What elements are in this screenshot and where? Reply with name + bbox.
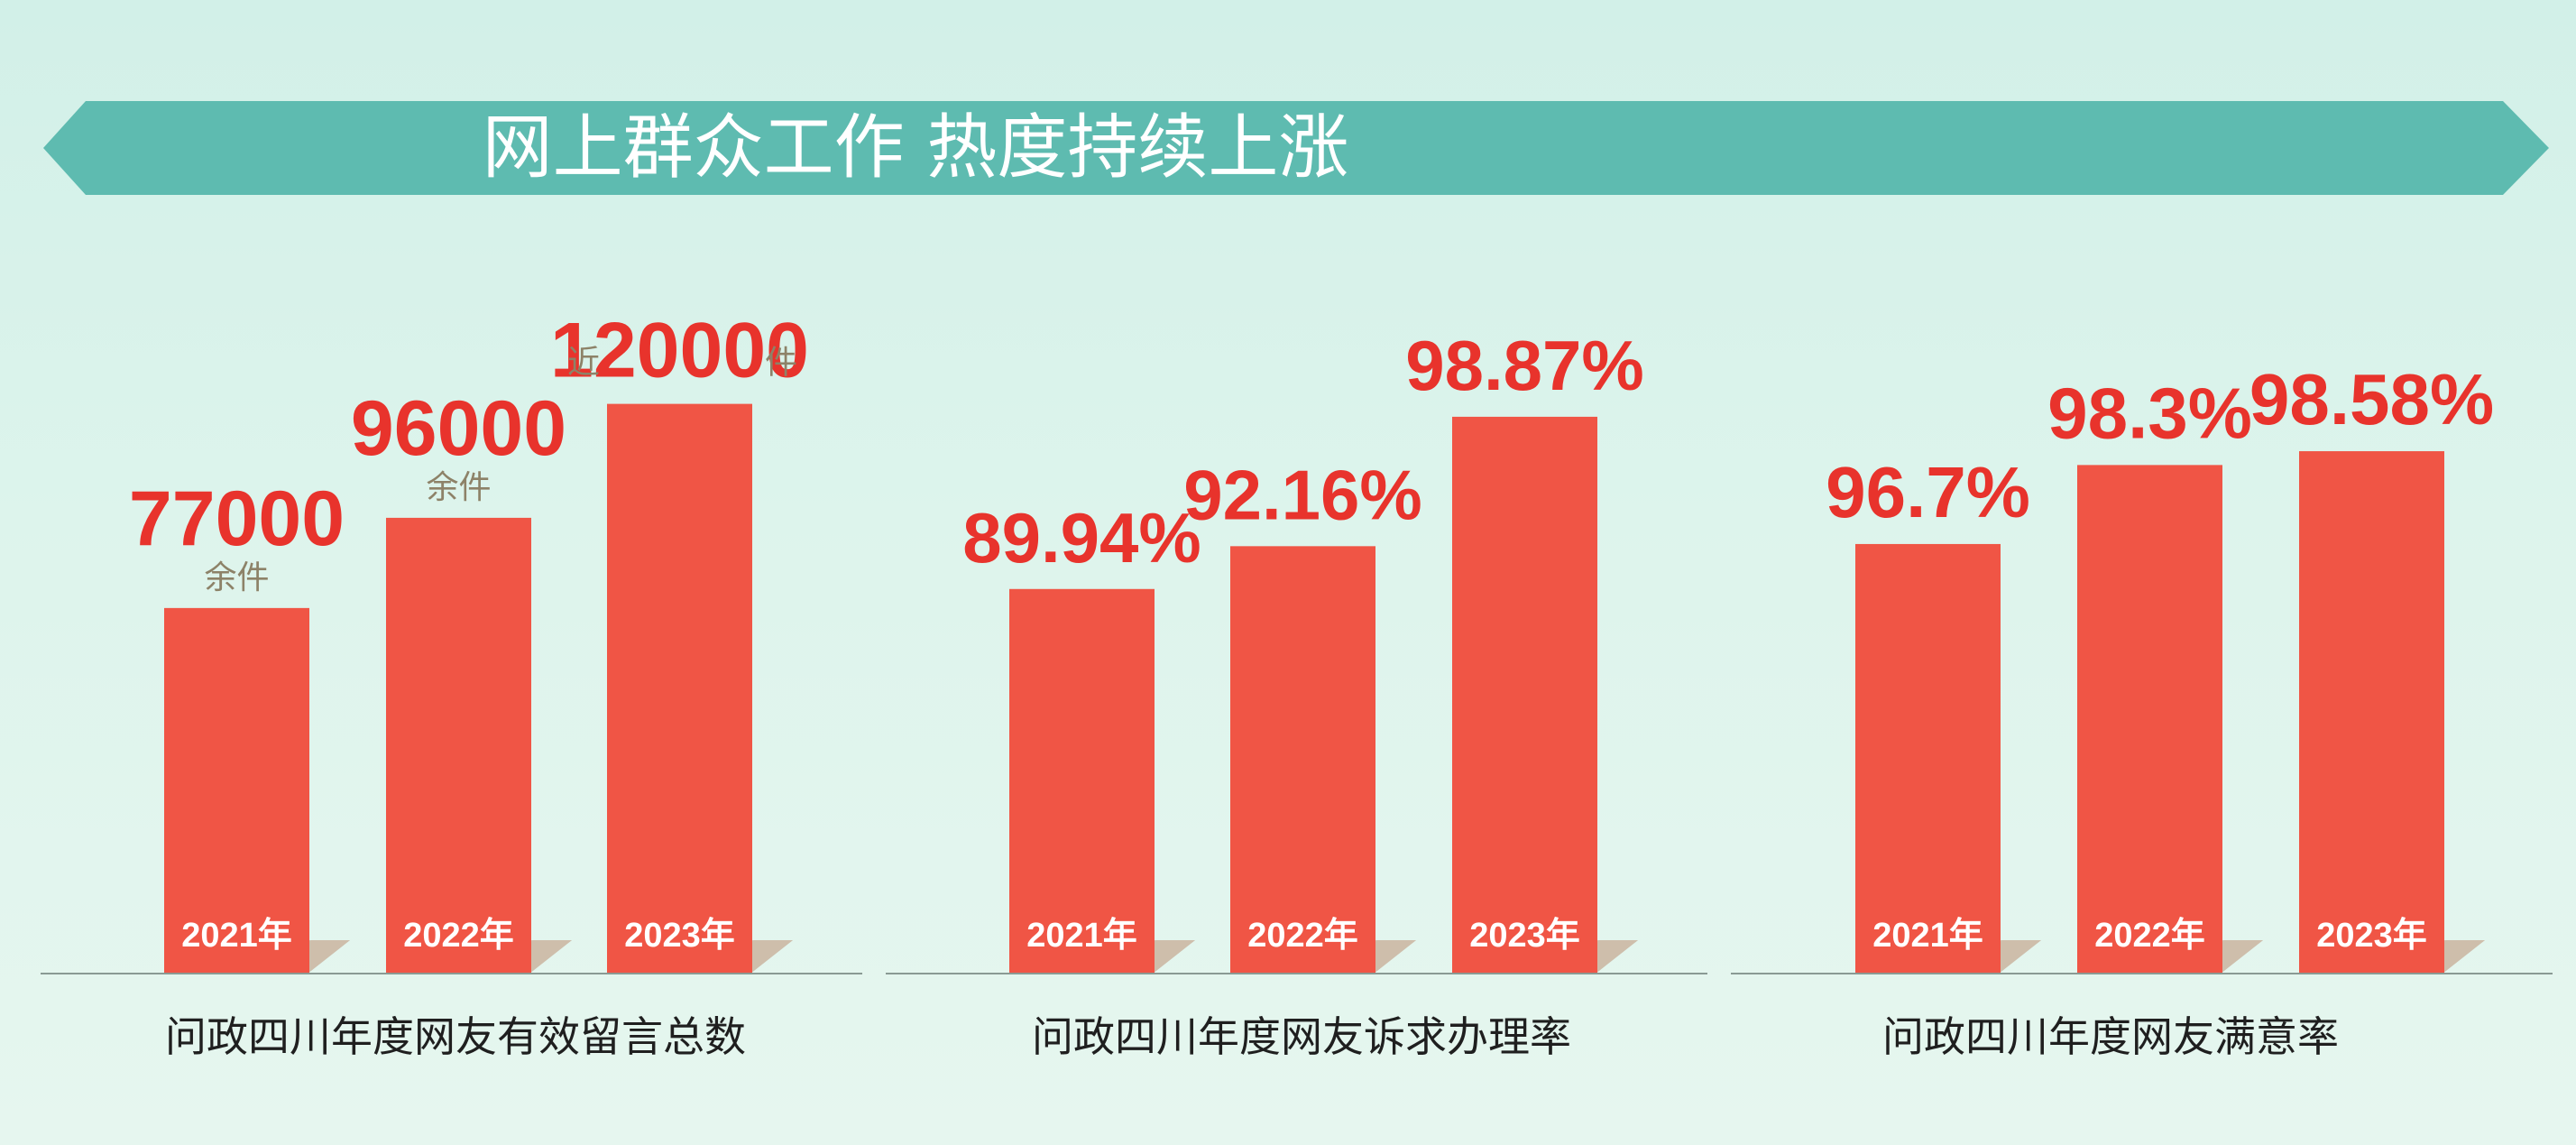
bar-category-label: 2023年 bbox=[2316, 917, 2427, 955]
bar-category-label: 2022年 bbox=[1247, 917, 1358, 955]
bar-2021年 bbox=[1855, 543, 2001, 974]
bar-value-prefix: 近 bbox=[567, 345, 600, 382]
bar-value-label: 98.58% bbox=[2249, 359, 2494, 439]
chart-title: 问政四川年度网友诉求办理率 bbox=[1032, 1012, 1571, 1061]
bar-value-suffix: 件 bbox=[765, 345, 797, 382]
chart-title: 问政四川年度网友满意率 bbox=[1882, 1012, 2339, 1061]
bar-category-label: 2022年 bbox=[403, 917, 514, 955]
bar-unit-label: 余件 bbox=[204, 559, 269, 596]
bar-value-label: 98.87% bbox=[1405, 326, 1644, 405]
bar-category-label: 2023年 bbox=[624, 917, 735, 955]
banner: 网上群众工作 热度持续上涨 bbox=[43, 101, 2549, 195]
bar-value-label: 77000 bbox=[129, 476, 345, 562]
bar-2021年 bbox=[164, 607, 309, 974]
bar-value-label: 92.16% bbox=[1183, 455, 1422, 534]
banner-ribbon bbox=[43, 101, 2549, 195]
bar-2023年 bbox=[2299, 451, 2444, 974]
bar-2023年 bbox=[1452, 416, 1597, 974]
bar-2022年 bbox=[1230, 546, 1375, 974]
bar-2023年 bbox=[607, 403, 752, 974]
bar-value-label: 98.3% bbox=[2047, 373, 2252, 453]
bar-2021年 bbox=[1009, 588, 1155, 974]
bar-category-label: 2022年 bbox=[2094, 917, 2205, 955]
chart-2: 2021年 89.94% 2022年 92.16% 2023年 98.87% 问政四川年度网… bbox=[886, 326, 1707, 1061]
bar-value-label: 89.94% bbox=[962, 498, 1201, 577]
bar-value-label: 96.7% bbox=[1826, 452, 2030, 532]
bar-2022年 bbox=[386, 517, 531, 974]
bar-category-label: 2021年 bbox=[181, 917, 292, 955]
bar-category-label: 2021年 bbox=[1026, 917, 1137, 955]
bar-value-label: 96000 bbox=[351, 385, 566, 472]
bar-value-label: 120000 bbox=[550, 308, 809, 394]
chart-title: 问政四川年度网友有效留言总数 bbox=[165, 1012, 746, 1061]
bar-unit-label: 余件 bbox=[426, 469, 491, 506]
chart-3: 2021年 96.7% 2022年 98.3% 2023年 98.58% 问政四川年度网友满… bbox=[1731, 359, 2553, 1061]
banner-title: 网上群众工作 热度持续上涨 bbox=[483, 107, 1349, 189]
bar-category-label: 2023年 bbox=[1469, 917, 1580, 955]
bar-category-label: 2021年 bbox=[1872, 917, 1983, 955]
bar-2022年 bbox=[2077, 465, 2222, 974]
